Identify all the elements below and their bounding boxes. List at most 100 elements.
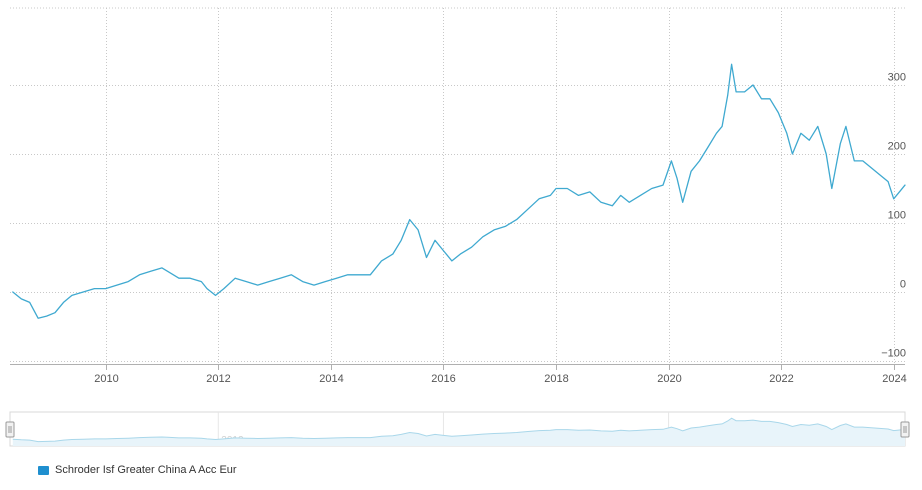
data-point[interactable] [844,124,848,128]
data-point[interactable] [104,287,108,291]
data-point[interactable] [441,249,445,253]
data-point[interactable] [399,238,403,242]
data-point[interactable] [675,176,679,180]
data-point[interactable] [886,180,890,184]
data-point[interactable] [861,159,865,163]
data-point[interactable] [537,197,541,201]
data-point[interactable] [346,273,350,277]
data-point[interactable] [790,152,794,156]
data-point[interactable] [776,111,780,115]
data-point[interactable] [138,273,142,277]
data-point[interactable] [70,293,74,297]
data-point[interactable] [222,287,226,291]
data-point[interactable] [470,245,474,249]
data-point[interactable] [726,93,730,97]
data-point[interactable] [554,187,558,191]
data-point[interactable] [661,183,665,187]
data-point[interactable] [278,276,282,280]
data-point[interactable] [425,256,429,260]
data-point[interactable] [233,276,237,280]
data-point[interactable] [11,290,15,294]
data-point[interactable] [256,283,260,287]
data-point[interactable] [706,145,710,149]
data-point[interactable] [799,131,803,135]
data-point[interactable] [751,83,755,87]
data-point[interactable] [433,238,437,242]
data-point[interactable] [416,228,420,232]
data-point[interactable] [830,187,834,191]
data-point[interactable] [720,124,724,128]
data-point[interactable] [807,138,811,142]
data-point[interactable] [19,297,23,301]
data-point[interactable] [323,280,327,284]
data-point[interactable] [126,280,130,284]
data-point[interactable] [730,62,734,66]
data-point[interactable] [357,273,361,277]
data-point[interactable] [627,200,631,204]
data-point[interactable] [368,273,372,277]
data-point[interactable] [289,273,293,277]
data-point[interactable] [681,200,685,204]
data-point[interactable] [577,193,581,197]
navigator-handle-right[interactable] [900,421,910,438]
data-point[interactable] [458,252,462,256]
data-point[interactable] [391,252,395,256]
data-point[interactable] [526,207,530,211]
data-point[interactable] [760,97,764,101]
data-point[interactable] [548,193,552,197]
navigator[interactable]: 201220162020 [5,411,910,447]
data-point[interactable] [214,293,218,297]
data-point[interactable] [714,131,718,135]
data-point[interactable] [492,228,496,232]
data-point[interactable] [903,183,907,187]
data-point[interactable] [408,218,412,222]
data-point[interactable] [515,218,519,222]
data-point[interactable] [450,259,454,263]
data-point[interactable] [115,283,119,287]
data-point[interactable] [650,187,654,191]
data-point[interactable] [816,124,820,128]
data-point[interactable] [62,300,66,304]
navigator-handle-left-grip[interactable] [5,421,15,438]
data-point[interactable] [689,169,693,173]
data-point[interactable] [312,283,316,287]
data-point[interactable] [852,159,856,163]
data-point[interactable] [892,197,896,201]
data-point[interactable] [301,280,305,284]
data-point[interactable] [838,142,842,146]
data-point[interactable] [481,235,485,239]
data-point[interactable] [897,190,901,194]
data-point[interactable] [267,280,271,284]
data-point[interactable] [698,159,702,163]
navigator-handle-right-grip[interactable] [900,421,910,438]
legend-item[interactable]: Schroder Isf Greater China A Acc Eur [38,464,237,476]
data-point[interactable] [177,276,181,280]
data-point[interactable] [199,280,203,284]
data-point[interactable] [824,152,828,156]
data-point[interactable] [28,300,32,304]
data-point[interactable] [92,287,96,291]
data-point[interactable] [610,204,614,208]
data-point[interactable] [81,290,85,294]
data-point[interactable] [878,173,882,177]
data-point[interactable] [45,314,49,318]
data-point[interactable] [734,90,738,94]
data-point[interactable] [768,97,772,101]
data-point[interactable] [160,266,164,270]
data-point[interactable] [166,269,170,273]
data-point[interactable] [53,311,57,315]
data-point[interactable] [188,276,192,280]
data-point[interactable] [669,159,673,163]
data-point[interactable] [599,200,603,204]
data-point[interactable] [869,166,873,170]
data-point[interactable] [785,131,789,135]
data-point[interactable] [380,259,384,263]
navigator-handle-left[interactable] [5,421,15,438]
data-point[interactable] [743,90,747,94]
data-point[interactable] [244,280,248,284]
data-point[interactable] [335,276,339,280]
data-point[interactable] [503,224,507,228]
data-point[interactable] [205,287,209,291]
data-point[interactable] [588,190,592,194]
data-point[interactable] [638,193,642,197]
